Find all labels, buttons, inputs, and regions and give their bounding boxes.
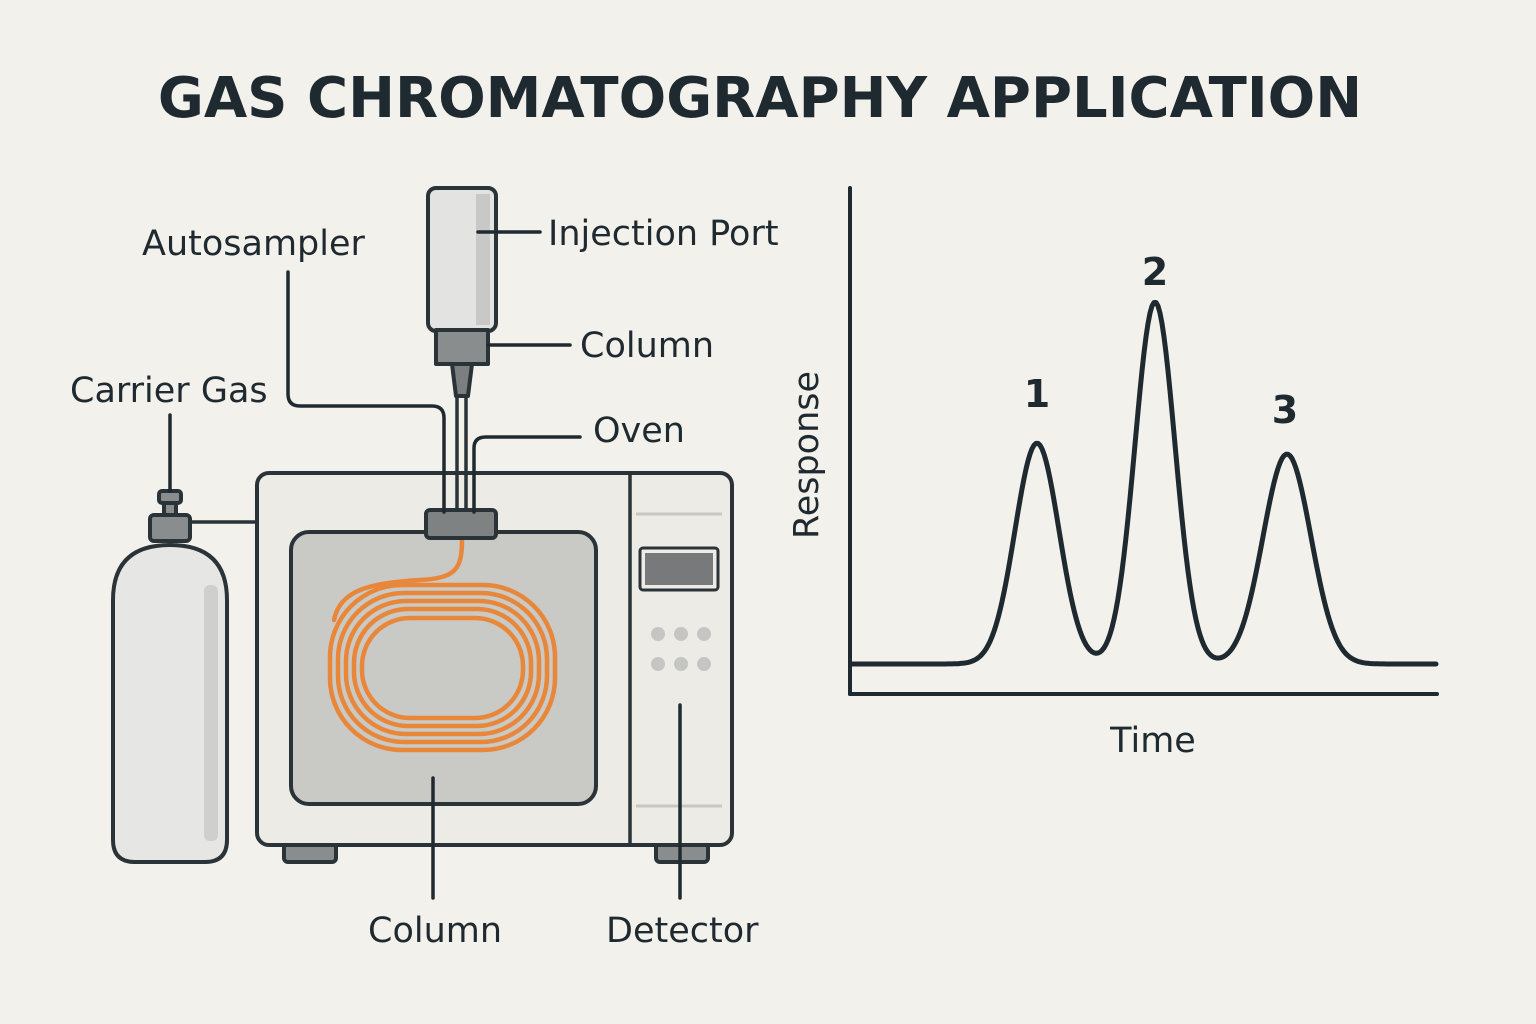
column-coil-loop — [343, 598, 542, 737]
injector-collar — [434, 328, 490, 366]
control-button — [651, 627, 665, 641]
column-coil-loop — [359, 615, 526, 721]
label-oven: Oven — [593, 411, 685, 451]
page-title: GAS CHROMATOGRAPHY APPLICATION — [158, 66, 1362, 131]
cylinder-highlight — [204, 585, 218, 841]
column-coil-loop — [351, 606, 534, 729]
callout-autosampler — [286, 270, 446, 514]
peak-label-1: 1 — [1024, 372, 1050, 416]
control-button — [674, 657, 688, 671]
column-coil — [327, 537, 558, 753]
column-coil-loop — [335, 590, 550, 745]
label-autosampler: Autosampler — [142, 224, 366, 264]
y-axis-label: Response — [787, 371, 827, 539]
gc-instrument — [111, 186, 734, 864]
injector-needle-tip — [450, 362, 474, 398]
injector-highlight — [476, 194, 490, 325]
label-injection-port: Injection Port — [548, 214, 779, 254]
cylinder-cap — [148, 513, 192, 543]
control-buttons — [651, 627, 711, 671]
label-carrier-gas: Carrier Gas — [70, 371, 268, 411]
callout-oven — [472, 435, 582, 514]
peak-label-2: 2 — [1142, 250, 1168, 294]
x-axis-label: Time — [1109, 721, 1196, 761]
chromatogram-trace — [849, 300, 1439, 667]
chromatogram: Response Time 1 2 3 — [787, 186, 1439, 761]
label-column-top: Column — [580, 326, 714, 366]
control-button — [697, 627, 711, 641]
column-coil-lead — [331, 537, 465, 623]
label-column-bottom: Column — [368, 911, 502, 951]
column-coil-loop — [327, 582, 558, 753]
display-screen-inner — [645, 553, 713, 585]
carrier-gas-cylinder — [111, 489, 229, 864]
control-button — [697, 657, 711, 671]
peak-label-3: 3 — [1272, 388, 1298, 432]
control-button — [674, 627, 688, 641]
inlet-block — [424, 508, 498, 540]
control-button — [651, 657, 665, 671]
label-detector: Detector — [606, 911, 759, 951]
cylinder-body — [111, 543, 229, 864]
callout-lines — [168, 230, 682, 900]
